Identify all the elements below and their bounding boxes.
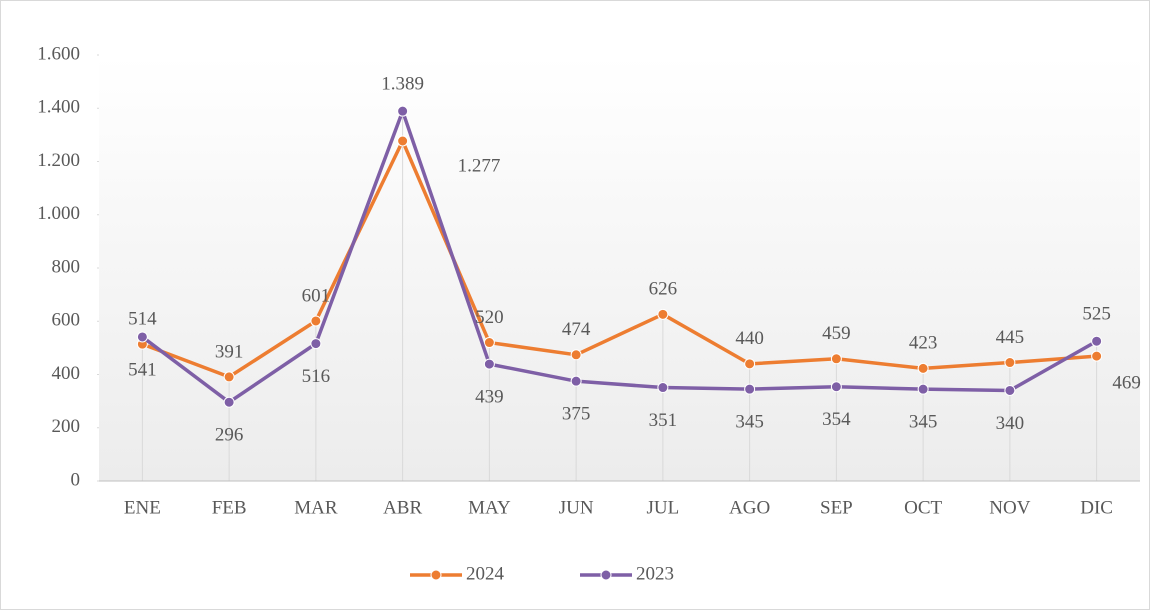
- legend-marker: [430, 569, 442, 581]
- y-tick-label: 600: [52, 310, 81, 331]
- data-label: 445: [996, 327, 1025, 348]
- data-label: 354: [822, 409, 851, 430]
- y-tick-label: 0: [71, 469, 81, 490]
- point: [310, 338, 322, 350]
- point: [223, 371, 235, 383]
- x-tick-label: AGO: [729, 497, 770, 518]
- point: [1091, 350, 1103, 362]
- point: [744, 358, 756, 370]
- series-line: [141, 139, 1097, 379]
- series-line: [141, 109, 1098, 404]
- data-label: 391: [215, 341, 244, 362]
- y-tick-label: 1.600: [37, 43, 80, 64]
- x-tick-label: MAY: [468, 497, 511, 518]
- x-tick-label: ABR: [383, 497, 422, 518]
- data-label: 345: [909, 412, 938, 433]
- point: [830, 381, 842, 393]
- y-tick-label: 1.400: [37, 97, 80, 118]
- y-tick-label: 800: [52, 256, 81, 277]
- y-tick-label: 200: [52, 416, 81, 437]
- point: [483, 358, 495, 370]
- data-label: 351: [649, 410, 678, 431]
- x-tick-label: ENE: [124, 497, 161, 518]
- point: [744, 383, 756, 395]
- data-label: 474: [562, 319, 591, 340]
- point: [397, 135, 409, 147]
- x-tick-label: MAR: [294, 497, 338, 518]
- x-tick-label: JUL: [647, 497, 680, 518]
- x-tick-label: SEP: [820, 497, 853, 518]
- point: [310, 315, 322, 327]
- data-label: 626: [649, 279, 678, 300]
- point: [1004, 357, 1016, 369]
- data-label: 516: [302, 366, 331, 387]
- plot-area: [99, 55, 1140, 481]
- point: [223, 396, 235, 408]
- data-label: 541: [128, 359, 157, 380]
- data-label: 469: [1112, 372, 1141, 393]
- y-tick-label: 1.000: [37, 203, 80, 224]
- point: [1004, 384, 1016, 396]
- data-label: 375: [562, 404, 591, 425]
- point: [136, 331, 148, 343]
- x-tick-label: FEB: [212, 497, 247, 518]
- legend-label: 2023: [636, 563, 674, 584]
- data-label: 514: [128, 309, 157, 330]
- x-tick-label: JUN: [559, 497, 594, 518]
- data-label: 601: [302, 285, 331, 306]
- data-label: 423: [909, 333, 938, 354]
- point: [1091, 335, 1103, 347]
- point: [917, 383, 929, 395]
- x-tick-label: DIC: [1080, 497, 1113, 518]
- data-label: 525: [1082, 304, 1111, 325]
- point: [657, 308, 669, 320]
- data-label: 1.389: [381, 74, 424, 95]
- legend-marker: [600, 569, 612, 581]
- data-label: 1.277: [458, 155, 501, 176]
- point: [570, 375, 582, 387]
- data-label: 439: [475, 386, 504, 407]
- data-label: 520: [475, 307, 504, 328]
- y-tick-label: 1.200: [37, 150, 80, 171]
- point: [483, 337, 495, 349]
- data-label: 345: [735, 412, 764, 433]
- data-label: 296: [215, 425, 244, 446]
- point: [570, 349, 582, 361]
- point: [830, 353, 842, 365]
- x-tick-label: NOV: [989, 497, 1030, 518]
- x-tick-label: OCT: [904, 497, 942, 518]
- point: [917, 362, 929, 374]
- point: [657, 382, 669, 394]
- data-label: 340: [996, 413, 1025, 434]
- data-label: 459: [822, 323, 851, 344]
- legend-label: 2024: [466, 563, 505, 584]
- data-label: 440: [735, 328, 764, 349]
- point: [397, 105, 409, 117]
- y-tick-label: 400: [52, 363, 81, 384]
